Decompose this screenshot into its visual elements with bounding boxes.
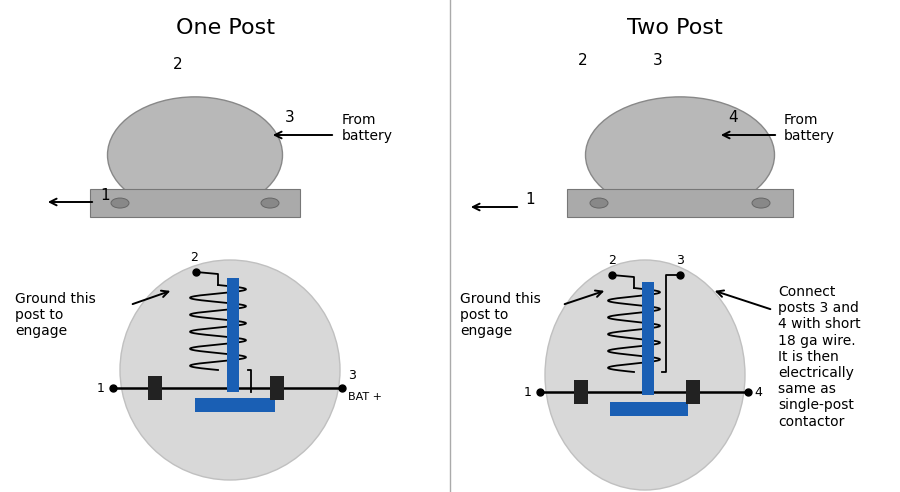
Text: 4: 4 bbox=[754, 386, 762, 399]
Bar bbox=[574, 380, 588, 404]
Text: 1: 1 bbox=[524, 386, 532, 399]
Text: Ground this
post to
engage: Ground this post to engage bbox=[15, 292, 95, 338]
Ellipse shape bbox=[545, 260, 745, 490]
Bar bbox=[90, 189, 300, 217]
Text: Ground this
post to
engage: Ground this post to engage bbox=[460, 292, 541, 338]
Bar bbox=[227, 278, 239, 392]
Text: 2: 2 bbox=[190, 251, 198, 264]
Bar bbox=[195, 398, 275, 412]
Bar bbox=[148, 376, 162, 400]
Bar bbox=[642, 282, 654, 395]
Text: 1: 1 bbox=[525, 192, 535, 208]
Text: 3: 3 bbox=[676, 254, 684, 267]
Text: 1: 1 bbox=[97, 381, 105, 395]
Ellipse shape bbox=[107, 97, 283, 213]
Text: From
battery: From battery bbox=[342, 113, 393, 143]
Text: 2: 2 bbox=[608, 254, 616, 267]
Text: 4: 4 bbox=[728, 111, 738, 125]
Text: Connect
posts 3 and
4 with short
18 ga wire.
It is then
electrically
same as
sin: Connect posts 3 and 4 with short 18 ga w… bbox=[778, 285, 860, 429]
Ellipse shape bbox=[590, 198, 608, 208]
Text: 3: 3 bbox=[285, 111, 295, 125]
Text: BAT +: BAT + bbox=[348, 392, 382, 402]
Bar bbox=[610, 402, 688, 416]
Text: 2: 2 bbox=[173, 57, 183, 72]
Bar bbox=[567, 189, 794, 217]
Circle shape bbox=[120, 260, 340, 480]
Text: 2: 2 bbox=[578, 53, 588, 68]
Text: 1: 1 bbox=[100, 187, 110, 203]
Ellipse shape bbox=[111, 198, 129, 208]
Text: 3: 3 bbox=[348, 369, 356, 382]
Bar bbox=[686, 380, 700, 404]
Text: Two Post: Two Post bbox=[627, 18, 723, 38]
Text: One Post: One Post bbox=[176, 18, 274, 38]
Ellipse shape bbox=[261, 198, 279, 208]
Ellipse shape bbox=[752, 198, 770, 208]
Text: From
battery: From battery bbox=[784, 113, 835, 143]
Text: 3: 3 bbox=[653, 53, 663, 68]
Ellipse shape bbox=[586, 97, 775, 213]
Bar bbox=[270, 376, 284, 400]
